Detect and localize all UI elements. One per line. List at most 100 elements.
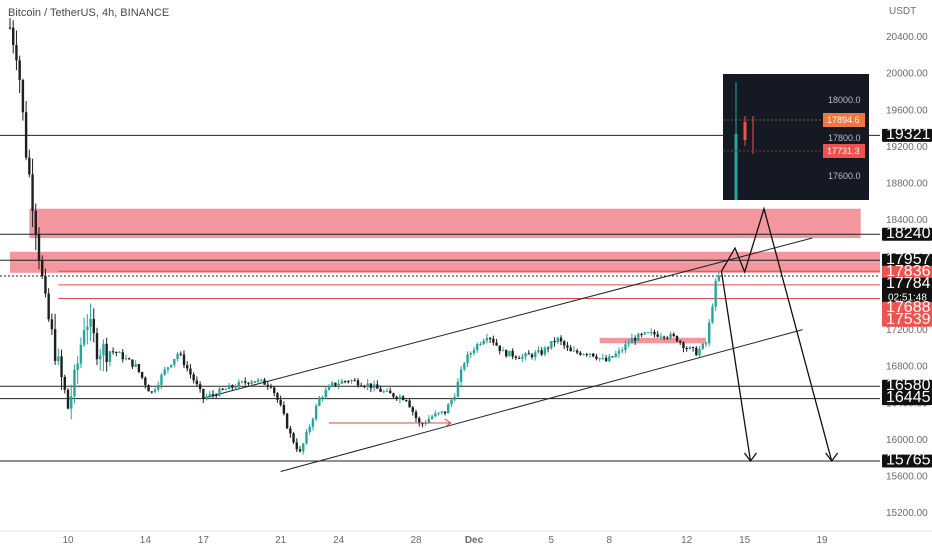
candle-body-10 <box>41 260 44 277</box>
candle-body-103 <box>340 381 344 384</box>
candle-body-26 <box>92 318 95 334</box>
candle-body-78 <box>260 379 263 381</box>
candle-body-160 <box>524 353 527 357</box>
candle-body-6 <box>28 157 31 175</box>
candle-body-34 <box>118 352 121 354</box>
candle-body-119 <box>392 393 395 397</box>
candle-body-205 <box>669 333 672 338</box>
candle-body-86 <box>285 413 289 429</box>
candle-body-107 <box>353 380 356 382</box>
candle-body-167 <box>546 347 550 349</box>
inset-red-candle <box>743 122 747 140</box>
candle-body-186 <box>608 356 611 362</box>
candle-body-158 <box>517 357 521 359</box>
candle-body-154 <box>505 350 508 357</box>
candle-body-182 <box>595 356 598 359</box>
projection-arrowhead-1 <box>825 452 839 463</box>
candle-body-51 <box>173 358 176 365</box>
candle-body-140 <box>459 369 463 382</box>
candle-body-171 <box>559 337 563 342</box>
supply-zones <box>10 208 880 344</box>
x-tick-2: 17 <box>198 535 210 546</box>
candle-body-12 <box>47 293 50 320</box>
candle-body-66 <box>221 388 224 390</box>
candle-body-74 <box>247 382 250 384</box>
candle-body-22 <box>79 344 83 364</box>
candle-body-170 <box>556 337 559 343</box>
candle-body-191 <box>624 344 627 351</box>
candle-body-4 <box>21 79 25 113</box>
candle-body-210 <box>685 348 688 350</box>
candle-body-75 <box>250 381 253 384</box>
candle-body-43 <box>147 385 150 392</box>
inset-tick-0: 18000.0 <box>828 95 861 105</box>
candle-body-199 <box>650 331 653 333</box>
candle-body-152 <box>498 345 501 352</box>
channel-lower <box>280 329 803 472</box>
candle-body-181 <box>592 353 595 357</box>
candle-body-219 <box>714 281 717 307</box>
candle-body-145 <box>476 344 479 351</box>
candle-body-206 <box>672 333 675 336</box>
price-tag-bg-0 <box>882 128 932 142</box>
price-tag-bg-1 <box>882 227 932 241</box>
x-tick-10: 15 <box>739 535 751 546</box>
candle-body-161 <box>527 353 530 355</box>
candle-body-70 <box>234 387 237 389</box>
candle-body-106 <box>350 380 353 382</box>
candle-body-212 <box>691 347 695 349</box>
candle-body-58 <box>195 380 199 385</box>
inset-candle <box>734 134 738 200</box>
y-tick-0: 15200.00 <box>886 508 928 519</box>
candle-body-126 <box>414 411 418 419</box>
candle-body-142 <box>466 354 469 364</box>
x-tick-11: 19 <box>816 535 828 546</box>
candle-body-83 <box>276 393 279 400</box>
price-tag-9: 15765.10 <box>886 451 932 468</box>
candle-body-41 <box>140 371 144 378</box>
price-tag-1: 18240.98 <box>886 225 932 242</box>
price-tag-bg-6 <box>882 313 932 327</box>
candle-body-85 <box>282 404 286 414</box>
candle-body-109 <box>360 385 363 387</box>
candle-body-45 <box>153 389 157 392</box>
price-tag-7: 16580.80 <box>886 377 932 394</box>
candle-body-89 <box>295 442 298 450</box>
candle-body-157 <box>514 356 518 358</box>
candle-body-32 <box>111 351 115 353</box>
candle-body-29 <box>102 343 105 356</box>
candle-body-151 <box>495 342 498 346</box>
candle-body-46 <box>157 384 160 390</box>
candle-body-214 <box>698 348 701 356</box>
projection-path-0 <box>720 271 752 462</box>
candle-body-39 <box>134 364 137 367</box>
candle-body-189 <box>617 350 621 354</box>
candle-body-9 <box>37 234 41 261</box>
x-axis[interactable]: 10 14 17 21 24 28 Dec 5 8 12 15 19 <box>0 530 932 546</box>
candle-body-98 <box>324 390 327 398</box>
candle-body-79 <box>263 379 266 385</box>
candle-body-59 <box>198 384 202 390</box>
candle-body-55 <box>186 365 189 369</box>
candle-body-127 <box>418 418 421 424</box>
price-tag-bg-5 <box>882 301 932 315</box>
inset-tick-1: 17800.0 <box>828 133 861 143</box>
candle-body-44 <box>150 391 153 393</box>
candle-body-95 <box>314 405 318 419</box>
candle-body-135 <box>443 411 447 414</box>
price-tag-bg-9 <box>882 454 932 468</box>
candle-body-63 <box>211 394 215 396</box>
candle-body-36 <box>124 358 128 360</box>
candle-body-38 <box>131 359 134 367</box>
y-tick-9: 18800.00 <box>886 179 928 190</box>
candle-body-52 <box>176 353 179 359</box>
zone-2 <box>10 262 880 273</box>
candle-body-37 <box>128 358 131 360</box>
price-tags: 19321.75 18240.98 17957.2517836.7517784.98… <box>882 126 932 468</box>
price-inset: 18000.0 17800.0 17600.0 17894.6 17731.3 <box>723 74 869 200</box>
candle-body-123 <box>405 400 408 402</box>
candle-body-108 <box>356 380 360 386</box>
candle-body-18 <box>66 389 70 409</box>
candle-body-49 <box>166 367 170 370</box>
